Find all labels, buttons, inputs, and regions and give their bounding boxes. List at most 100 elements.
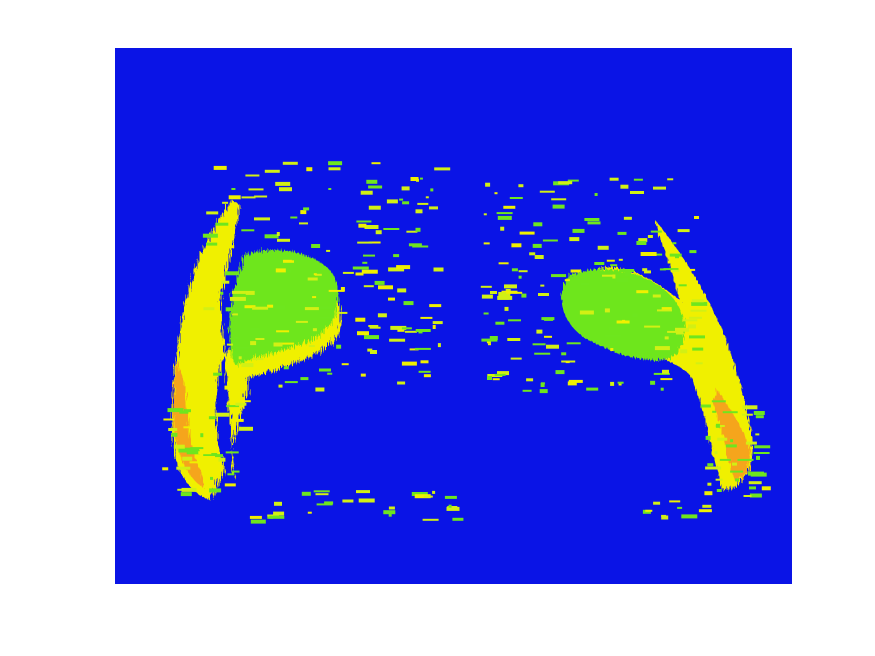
speckle	[312, 328, 317, 332]
left-lobe-edge	[172, 360, 205, 488]
speckle	[420, 360, 429, 364]
speckle	[661, 515, 669, 520]
speckle	[586, 387, 599, 391]
speckle	[184, 447, 200, 451]
speckle	[342, 499, 354, 503]
speckle	[411, 492, 428, 496]
speckle	[761, 486, 771, 491]
speckle	[306, 167, 313, 172]
speckle	[423, 374, 431, 378]
speckle	[534, 255, 544, 259]
speckle	[220, 291, 224, 295]
speckle	[232, 337, 239, 339]
speckle	[274, 501, 282, 506]
speckle	[689, 250, 697, 254]
speckle	[245, 174, 260, 177]
speckle	[430, 188, 434, 192]
speckle	[173, 444, 185, 449]
speckle	[661, 307, 672, 312]
speckle	[206, 211, 219, 215]
speckle	[182, 456, 193, 461]
speckle	[313, 273, 317, 276]
speckle	[616, 278, 629, 282]
speckle	[364, 335, 379, 340]
speckle	[480, 285, 492, 288]
speckle	[336, 344, 342, 349]
speckle	[415, 209, 423, 214]
speckle	[730, 439, 734, 443]
speckle	[532, 343, 546, 346]
speckle	[355, 317, 366, 322]
speckle	[168, 428, 178, 431]
speckle	[448, 504, 452, 508]
speckle	[481, 294, 493, 299]
speckle	[341, 363, 349, 366]
speckle	[393, 254, 400, 258]
speckle	[741, 413, 753, 416]
speckle	[412, 245, 429, 248]
speckle	[720, 442, 725, 447]
speckle	[594, 193, 598, 196]
speckle	[584, 218, 600, 221]
speckle	[162, 467, 169, 471]
speckle	[328, 167, 341, 171]
speckle	[663, 268, 679, 271]
speckle	[254, 195, 268, 198]
speckle	[190, 447, 204, 450]
speckle	[273, 342, 283, 347]
speckle	[308, 345, 315, 347]
speckle	[231, 188, 236, 190]
speckle	[716, 489, 722, 492]
speckle	[364, 225, 379, 229]
speckle	[481, 338, 498, 342]
speckle	[659, 268, 666, 271]
speckle	[403, 301, 414, 306]
speckle	[539, 389, 548, 394]
speckle	[369, 326, 381, 329]
speckle	[218, 457, 226, 462]
speckle	[213, 165, 227, 170]
speckle	[690, 309, 707, 312]
speckle	[276, 232, 280, 236]
speckle	[213, 372, 223, 376]
speckle	[367, 348, 373, 352]
speckle	[417, 202, 429, 205]
speckle	[518, 275, 522, 279]
speckle	[315, 493, 329, 496]
speckle	[519, 231, 535, 235]
speckle	[748, 471, 764, 476]
speckle	[494, 373, 506, 376]
speckle	[610, 264, 618, 267]
speckle	[669, 500, 681, 503]
speckle	[521, 293, 527, 298]
speckle	[370, 350, 377, 354]
speckle	[672, 269, 680, 272]
speckle	[226, 245, 235, 249]
speckle	[604, 308, 610, 313]
speckle	[539, 190, 555, 193]
speckle	[452, 517, 464, 521]
speckle	[555, 370, 565, 375]
speckle	[388, 506, 395, 510]
speckle	[225, 271, 240, 276]
speckle	[653, 186, 666, 190]
speckle	[228, 195, 241, 200]
speckle	[540, 284, 545, 287]
speckle	[672, 242, 677, 245]
speckle	[715, 423, 720, 428]
speckle	[667, 260, 680, 264]
speckle	[618, 383, 622, 386]
speckle	[695, 362, 703, 365]
speckle	[176, 466, 191, 470]
speckle	[177, 488, 188, 491]
speckle	[429, 206, 438, 210]
speckle	[282, 161, 298, 165]
speckle	[277, 238, 290, 242]
speckle	[711, 400, 726, 403]
speckle	[235, 402, 247, 406]
speckle	[715, 478, 723, 481]
speckle	[178, 448, 190, 453]
speckle	[749, 486, 756, 490]
speckle	[222, 201, 229, 204]
speckle	[388, 267, 405, 272]
